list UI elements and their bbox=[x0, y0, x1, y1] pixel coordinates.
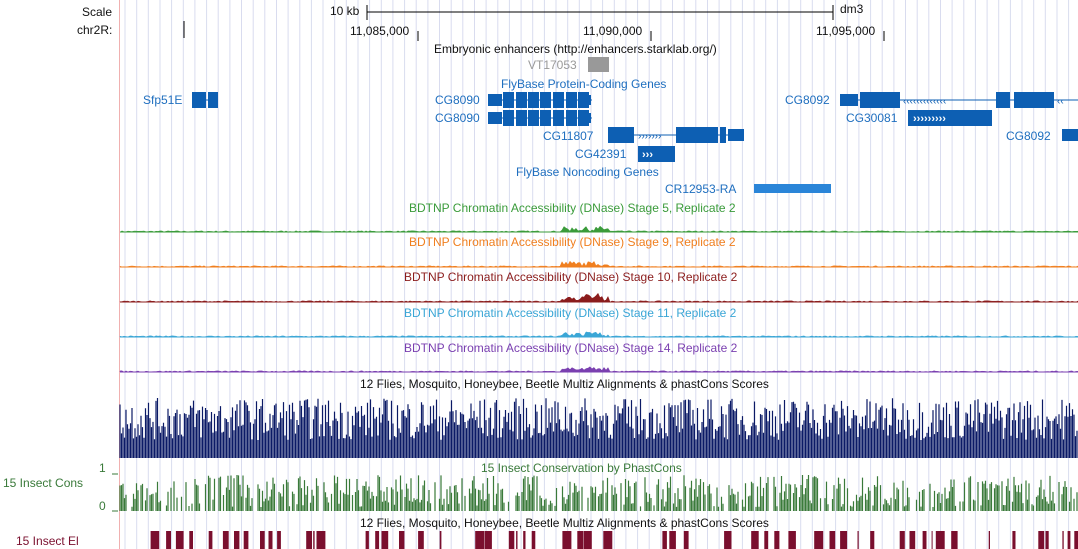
dnase-stage9-title[interactable]: BDTNP Chromatin Accessibility (DNase) St… bbox=[409, 235, 736, 249]
dnase-stage11-title[interactable]: BDTNP Chromatin Accessibility (DNase) St… bbox=[404, 306, 737, 320]
multiz-bars bbox=[119, 398, 1078, 458]
cons-track-label[interactable]: 15 Insect Cons bbox=[3, 476, 84, 490]
noncoding-track-title[interactable]: FlyBase Noncoding Genes bbox=[516, 165, 659, 179]
chrom-label: chr2R: bbox=[77, 23, 113, 37]
svg-text:‹‹: ‹‹ bbox=[1057, 96, 1064, 107]
dnase-stage10-title[interactable]: BDTNP Chromatin Accessibility (DNase) St… bbox=[404, 270, 738, 284]
enhancer-feature[interactable] bbox=[588, 57, 609, 72]
dnase-signal-tracks bbox=[119, 225, 1078, 373]
svg-text:›››››››››: ››››››››› bbox=[913, 113, 946, 125]
label-column-divider bbox=[119, 0, 120, 549]
gene-cg11807[interactable]: ››››››› bbox=[608, 127, 744, 143]
gene-label-cg11807[interactable]: CG11807 bbox=[543, 129, 594, 143]
cons-bars bbox=[119, 475, 1078, 511]
gene-cr12953[interactable] bbox=[754, 184, 831, 193]
gene-sfp51e[interactable] bbox=[192, 92, 218, 108]
dnase-stage14-title[interactable]: BDTNP Chromatin Accessibility (DNase) St… bbox=[404, 341, 738, 355]
assembly-label: dm3 bbox=[840, 2, 864, 16]
gene-cg8092-a[interactable]: ‹‹‹‹‹‹‹‹‹‹‹‹‹ ‹‹ bbox=[840, 92, 1078, 108]
dnase-stage5-title[interactable]: BDTNP Chromatin Accessibility (DNase) St… bbox=[409, 201, 736, 215]
gene-label-cr12953[interactable]: CR12953-RA bbox=[665, 182, 737, 196]
gene-label-cg30081[interactable]: CG30081 bbox=[846, 111, 898, 125]
scale-label: Scale bbox=[82, 5, 113, 19]
multiz-track-title-2[interactable]: 12 Flies, Mosquito, Honeybee, Beetle Mul… bbox=[360, 516, 769, 530]
svg-text:›››: ››› bbox=[642, 149, 653, 161]
gene-label-cg8090-a[interactable]: CG8090 bbox=[435, 93, 480, 107]
ruler-tick-label-3: 11,095,000 bbox=[816, 24, 876, 38]
enhancer-item-label[interactable]: VT17053 bbox=[528, 58, 577, 72]
gene-label-sfp51e[interactable]: Sfp51E bbox=[143, 93, 183, 107]
svg-text:›››››››: ››››››› bbox=[638, 131, 661, 142]
gene-cg8092-b[interactable] bbox=[1062, 129, 1078, 141]
phastcons-track-title[interactable]: 15 Insect Conservation by PhastCons bbox=[481, 461, 682, 475]
scale-size-label: 10 kb bbox=[330, 4, 360, 18]
gene-label-cg8092-a[interactable]: CG8092 bbox=[785, 93, 830, 107]
element-bars bbox=[150, 531, 1078, 549]
enhancers-track-title[interactable]: Embryonic enhancers (http://enhancers.st… bbox=[434, 42, 717, 56]
protein-coding-track-title[interactable]: FlyBase Protein-Coding Genes bbox=[501, 77, 667, 91]
gene-cg30081[interactable]: ››››››››› bbox=[908, 110, 992, 126]
gene-label-cg8090-b[interactable]: CG8090 bbox=[435, 111, 480, 125]
gene-cg8090[interactable] bbox=[488, 92, 592, 126]
ruler-tick-label-1: 11,085,000 bbox=[350, 24, 410, 38]
svg-text:‹‹‹‹‹‹‹‹‹‹‹‹‹: ‹‹‹‹‹‹‹‹‹‹‹‹‹ bbox=[903, 96, 946, 107]
cons-axis-max: 1 bbox=[99, 461, 106, 475]
elements-track-label[interactable]: 15 Insect El bbox=[16, 534, 79, 548]
gene-label-cg8092-b[interactable]: CG8092 bbox=[1006, 129, 1051, 143]
gene-label-cg42391[interactable]: CG42391 bbox=[575, 147, 627, 161]
gene-cg42391[interactable]: ››› bbox=[638, 146, 675, 162]
ruler-tick-label-2: 11,090,000 bbox=[583, 24, 643, 38]
multiz-track-title[interactable]: 12 Flies, Mosquito, Honeybee, Beetle Mul… bbox=[360, 377, 769, 391]
cons-axis-min: 0 bbox=[99, 499, 106, 513]
